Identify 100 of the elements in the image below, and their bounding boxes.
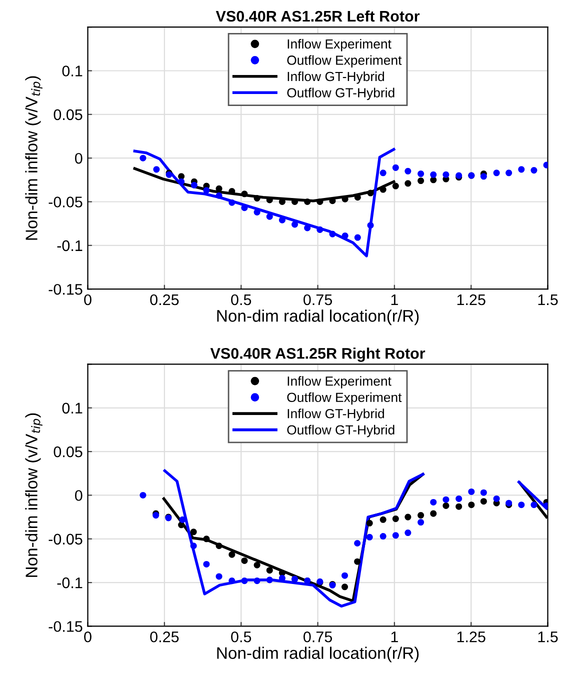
y-tick-label: 0 <box>75 490 82 501</box>
point <box>190 182 198 188</box>
point <box>442 171 450 178</box>
x-tick-label: 0.5 <box>231 631 252 642</box>
y-tick-label: -0.15 <box>48 621 82 632</box>
point <box>203 187 210 194</box>
point <box>442 496 450 503</box>
point <box>518 166 525 173</box>
legend-label: Outflow GT-Hybrid <box>287 88 394 100</box>
legend-label: Inflow Experiment <box>288 38 392 52</box>
point <box>329 230 336 238</box>
y-tick-label: 0.1 <box>62 402 82 414</box>
x-tick-label: 1.25 <box>457 294 486 306</box>
point <box>203 560 210 568</box>
point <box>530 502 538 508</box>
point <box>241 557 248 564</box>
point <box>342 584 348 590</box>
x-tick-label: 1.25 <box>457 631 486 642</box>
legend-label: Outflow Experiment <box>287 55 402 68</box>
point <box>418 519 424 526</box>
point <box>506 170 512 176</box>
point <box>392 182 399 190</box>
y-tick-label: -0.05 <box>48 534 82 545</box>
y-axis-title: Non-dim inflow (v/V$_{tip}$) <box>25 413 42 577</box>
point <box>254 194 260 202</box>
x-tick-label: 0.5 <box>231 294 252 306</box>
point <box>380 533 386 540</box>
point <box>480 489 487 496</box>
point <box>480 498 487 505</box>
point <box>354 234 361 241</box>
point <box>468 488 475 495</box>
point <box>140 154 146 162</box>
x-tick-label: 1.5 <box>538 294 558 306</box>
point <box>380 516 386 523</box>
point <box>430 510 437 517</box>
y-tick-label: -0.15 <box>48 284 82 295</box>
x-tick-label: 0.25 <box>150 631 179 642</box>
x-tick-label: 1 <box>391 632 398 642</box>
point <box>404 168 412 174</box>
point <box>404 180 412 187</box>
point <box>266 576 273 584</box>
point <box>278 574 286 582</box>
point <box>216 573 222 580</box>
x-tick-label: 1 <box>391 294 398 306</box>
point <box>367 190 374 196</box>
y-tick-label: 0.1 <box>62 66 82 76</box>
y-tick-label: -0.05 <box>48 196 82 208</box>
x-axis-title: Non-dim radial location(r/R) <box>217 310 419 326</box>
x-tick-label: 0.75 <box>304 294 332 306</box>
point <box>468 502 475 508</box>
point <box>418 512 424 519</box>
point <box>266 567 273 574</box>
point <box>456 495 462 502</box>
point <box>518 502 525 508</box>
point <box>418 170 424 178</box>
line-series <box>133 148 396 258</box>
legend-label: Inflow Experiment <box>288 376 392 388</box>
point <box>456 503 462 510</box>
point <box>203 536 210 542</box>
point <box>228 578 236 584</box>
legend-label: Outflow Experiment <box>287 392 402 405</box>
point <box>216 192 222 199</box>
point <box>140 492 146 498</box>
point <box>342 232 348 240</box>
point <box>241 204 248 212</box>
point <box>404 514 412 520</box>
point <box>304 224 311 232</box>
point <box>392 164 399 171</box>
point <box>228 551 236 558</box>
point <box>493 495 500 502</box>
x-axis-title: Non-dim radial location(r/R) <box>217 646 419 662</box>
point <box>380 170 386 176</box>
point <box>392 532 399 539</box>
y-tick-label: 0.05 <box>54 109 82 120</box>
point <box>354 558 361 565</box>
point <box>430 498 437 506</box>
point <box>228 199 236 206</box>
point <box>380 186 386 193</box>
point <box>342 572 348 579</box>
legend-label: Inflow GT-Hybrid <box>288 408 384 421</box>
point <box>241 578 248 584</box>
point <box>404 530 412 536</box>
point <box>418 178 424 184</box>
point <box>153 166 160 173</box>
point <box>254 562 260 568</box>
chart-title: VS0.40R AS1.25R Right Rotor <box>210 348 426 362</box>
x-tick-label: 0.75 <box>304 631 332 642</box>
x-tick-label: 0.25 <box>150 294 179 306</box>
y-tick-label: 0.05 <box>54 446 82 458</box>
y-tick-label: -0.1 <box>57 240 82 252</box>
point <box>216 542 222 550</box>
point <box>480 173 487 180</box>
point <box>392 516 399 522</box>
point <box>316 226 324 233</box>
point <box>292 221 298 228</box>
point <box>179 516 186 523</box>
point <box>316 198 324 206</box>
point <box>241 190 248 198</box>
point <box>278 216 286 224</box>
point <box>304 198 311 206</box>
